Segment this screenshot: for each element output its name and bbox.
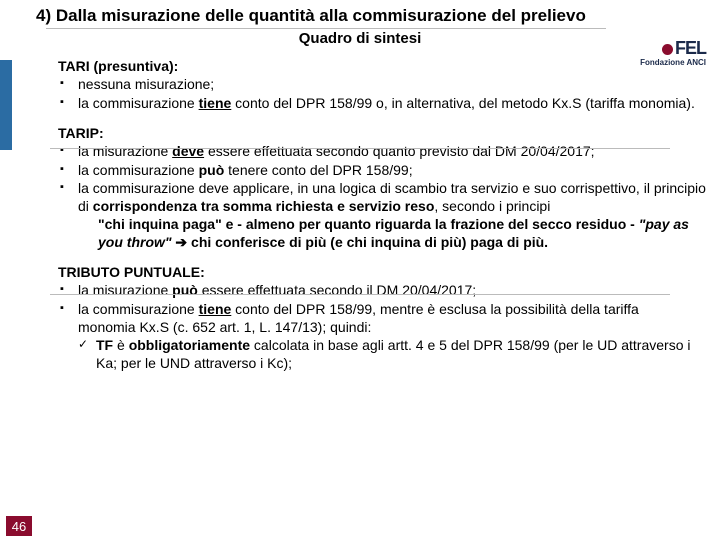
logo-dot-icon	[662, 44, 673, 55]
decorative-left-bar	[0, 60, 12, 150]
bullet: la commisurazione tiene conto del DPR 15…	[58, 95, 712, 113]
logo: FEL	[662, 38, 706, 59]
page-number: 46	[6, 516, 32, 536]
content-body: TARI (presuntiva): nessuna misurazione; …	[58, 58, 712, 385]
divider	[50, 294, 670, 295]
section-tarip: TARIP: la misurazione deve essere effett…	[58, 125, 712, 252]
bullet: la commisurazione deve applicare, in una…	[58, 180, 712, 252]
bullet: nessuna misurazione;	[58, 76, 712, 94]
divider	[50, 148, 670, 149]
section-heading: TARI (presuntiva):	[58, 58, 712, 76]
section-heading: TRIBUTO PUNTUALE:	[58, 264, 712, 282]
section-heading: TARIP:	[58, 125, 712, 143]
arrow-icon: ➔	[172, 234, 192, 250]
bullet: la commisurazione può tenere conto del D…	[58, 162, 712, 180]
divider	[46, 28, 606, 29]
bullet: la misurazione deve essere effettuata se…	[58, 143, 712, 161]
slide-subtitle: Quadro di sintesi	[0, 30, 720, 47]
slide-title: 4) Dalla misurazione delle quantità alla…	[36, 6, 586, 26]
check-bullet: TF è obbligatoriamente calcolata in base…	[78, 337, 712, 373]
bullet: la commisurazione tiene conto del DPR 15…	[58, 301, 712, 373]
bullet: la misurazione può essere effettuata sec…	[58, 282, 712, 300]
section-tributo: TRIBUTO PUNTUALE: la misurazione può ess…	[58, 264, 712, 372]
logo-text: FEL	[675, 38, 706, 59]
section-tari: TARI (presuntiva): nessuna misurazione; …	[58, 58, 712, 113]
